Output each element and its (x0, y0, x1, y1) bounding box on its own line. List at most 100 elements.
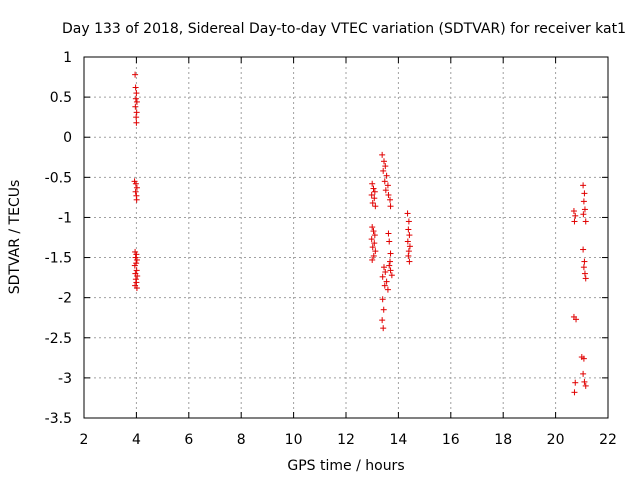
data-point (370, 252, 377, 259)
data-point (581, 258, 588, 265)
data-point (387, 267, 394, 274)
data-point (368, 191, 375, 198)
data-point (380, 264, 387, 271)
data-point (405, 226, 412, 233)
y-tick-label: -2.5 (45, 331, 72, 347)
data-point (580, 211, 587, 218)
data-point (571, 218, 578, 225)
data-point (381, 282, 388, 289)
data-point (573, 316, 580, 323)
y-tick-label: -1.5 (45, 251, 72, 267)
data-point (405, 218, 412, 225)
data-point (368, 236, 375, 243)
data-point (380, 167, 387, 174)
data-point (385, 230, 392, 237)
data-point (572, 379, 579, 386)
data-point (134, 273, 141, 280)
data-point (386, 262, 393, 269)
data-point (404, 210, 411, 217)
data-point (404, 238, 411, 245)
data-point (580, 264, 587, 271)
data-point (380, 325, 387, 332)
data-point (133, 251, 140, 258)
y-tick-label: 0 (63, 130, 72, 146)
data-point (388, 272, 395, 279)
data-point (132, 188, 139, 195)
data-point (371, 240, 378, 247)
x-axis-label: GPS time / hours (287, 458, 404, 474)
data-point (387, 250, 394, 257)
data-point (387, 258, 394, 265)
data-point (382, 163, 389, 170)
data-point (570, 208, 577, 215)
data-point (405, 248, 412, 255)
data-point (133, 98, 140, 105)
data-point (133, 90, 140, 97)
data-point (384, 286, 391, 293)
y-tick-label: 0.5 (50, 90, 72, 106)
data-point (386, 238, 393, 245)
data-point (369, 224, 376, 231)
data-point (132, 84, 139, 91)
data-point (581, 378, 588, 385)
data-point (580, 370, 587, 377)
y-tick-label: -1 (58, 210, 72, 226)
data-point (133, 279, 140, 286)
data-point (387, 196, 394, 203)
data-point (132, 71, 139, 78)
data-point (581, 270, 588, 277)
data-point (133, 256, 140, 263)
x-tick-label: 14 (389, 432, 407, 448)
chart-title: Day 133 of 2018, Sidereal Day-to-day VTE… (62, 21, 626, 37)
data-point (132, 95, 139, 102)
data-point (133, 267, 140, 274)
data-point (406, 243, 413, 250)
data-point (582, 218, 589, 225)
data-point (379, 296, 386, 303)
data-point (379, 151, 386, 158)
data-point (406, 232, 413, 239)
x-tick-label: 2 (80, 432, 89, 448)
data-point (372, 248, 379, 255)
data-point (380, 306, 387, 313)
data-point (132, 276, 139, 283)
data-point (381, 178, 388, 185)
data-point (369, 244, 376, 251)
data-point (131, 262, 138, 269)
data-point (379, 273, 386, 280)
data-point (582, 382, 589, 389)
data-point (133, 109, 140, 116)
x-tick-label: 22 (599, 432, 617, 448)
y-tick-label: -0.5 (45, 170, 72, 186)
data-point (385, 191, 392, 198)
axis-ticks: 2 4 6 8 10 12 14 16 18 20 22 1 0.5 0 -0.5 -1 -1.5 -2 -2.5 -… (45, 50, 617, 448)
data-point (382, 187, 389, 194)
data-point (132, 180, 139, 187)
x-tick-label: 16 (442, 432, 460, 448)
data-point (370, 228, 377, 235)
data-point (580, 355, 587, 362)
data-point (133, 114, 140, 121)
data-point (571, 389, 578, 396)
data-point (372, 203, 379, 210)
y-axis-label: SDTVAR / TECUs (7, 180, 23, 295)
data-point (369, 256, 376, 263)
data-point (384, 182, 391, 189)
data-point (369, 180, 376, 187)
x-tick-label: 12 (337, 432, 355, 448)
x-tick-label: 20 (547, 432, 565, 448)
data-point (572, 212, 579, 219)
data-point (582, 275, 589, 282)
data-point (580, 246, 587, 253)
data-point (406, 258, 413, 265)
x-tick-label: 6 (184, 432, 193, 448)
data-point (581, 206, 588, 213)
data-point (380, 158, 387, 165)
y-tick-label: -3.5 (45, 411, 72, 427)
data-point (383, 172, 390, 179)
data-point (387, 203, 394, 210)
x-tick-label: 8 (237, 432, 246, 448)
data-point (133, 184, 140, 191)
x-tick-label: 18 (494, 432, 512, 448)
y-tick-label: -3 (58, 371, 72, 387)
